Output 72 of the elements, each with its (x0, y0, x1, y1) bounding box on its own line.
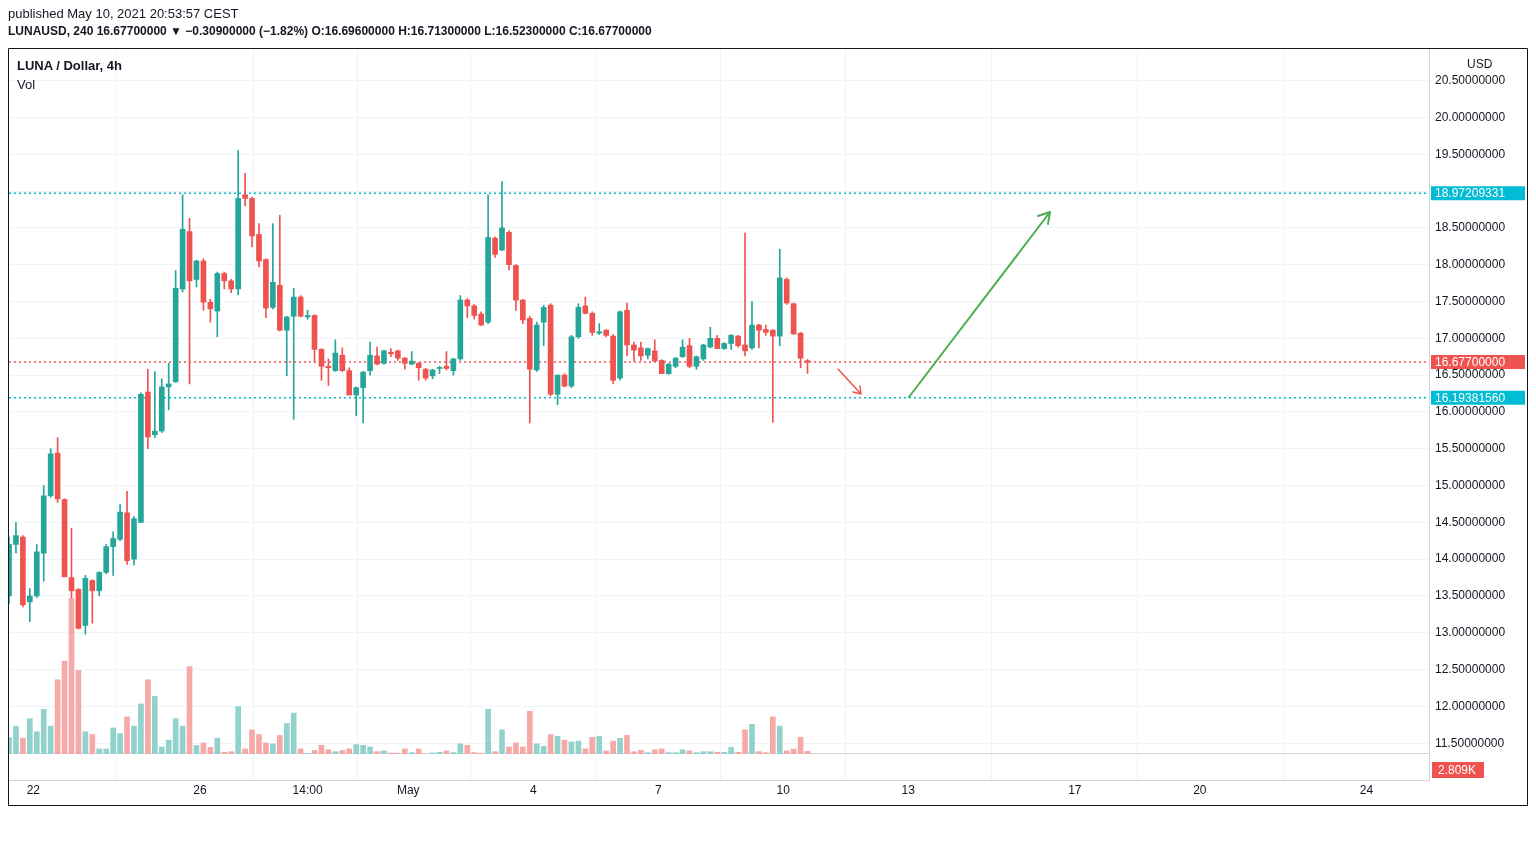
bar (193, 745, 200, 754)
ref-line-label: 18.97209331 (1435, 186, 1506, 201)
x-tick-label: 26 (193, 782, 207, 797)
bar (82, 731, 89, 754)
bar (13, 726, 19, 754)
bar (492, 751, 498, 754)
y-tick-label: 14.50000000 (1435, 514, 1506, 529)
candlestick (89, 579, 96, 624)
bar (617, 737, 623, 754)
y-tick-label: 16.00000000 (1435, 404, 1506, 419)
bar (485, 709, 491, 754)
x-tick-label: 4 (529, 782, 537, 797)
x-tick-label: 20 (1193, 782, 1207, 797)
bar (714, 751, 721, 754)
y-tick-label: 13.00000000 (1435, 625, 1506, 640)
x-tick-label: 24 (1359, 782, 1374, 797)
bar (332, 751, 339, 754)
x-tick-label: 13 (901, 782, 916, 797)
bar (89, 734, 96, 754)
bar (679, 749, 686, 754)
ref-line-label: 16.67700000 (1435, 355, 1506, 370)
y-tick-label: 18.50000000 (1435, 220, 1506, 235)
candlestick (151, 371, 158, 439)
chart-subtitle: LUNAUSD, 240 16.67700000 ▼ −0.30900000 (−1.82%) O:16.69600000 H:16.71300000 L:16.52300000 C:16.67700000 (8, 24, 652, 38)
y-tick-label: 11.50000000 (1435, 735, 1505, 750)
bar (749, 724, 755, 754)
x-tick-label: May (396, 782, 420, 797)
bar (374, 751, 380, 754)
bar (499, 729, 505, 754)
y-tick-label: 18.00000000 (1435, 257, 1506, 272)
x-tick-label: 7 (654, 782, 662, 797)
text: published May 10, 2021 20:53:57 CEST (8, 6, 239, 21)
bar (381, 750, 387, 754)
bar (20, 737, 26, 754)
y-axis-title: USD (1467, 57, 1493, 71)
text: 2.809K (1432, 762, 1485, 778)
bar (207, 747, 214, 754)
x-tick-label: 17 (1068, 782, 1082, 797)
y-tick-label: 16.50000000 (1435, 367, 1506, 382)
text: LUNA / Dollar, 4h (17, 58, 122, 73)
candlestick (408, 351, 415, 366)
bar (311, 750, 318, 754)
bar (596, 736, 603, 754)
candlestick (283, 315, 290, 377)
candlestick (290, 287, 297, 420)
y-tick-label: 19.50000000 (1435, 146, 1506, 161)
bar (276, 735, 283, 754)
bar (235, 706, 241, 754)
y-tick-label: 20.50000000 (1435, 72, 1506, 87)
y-tick-label: 13.50000000 (1435, 588, 1506, 603)
bar (145, 679, 151, 754)
bar (776, 725, 783, 754)
candlestick (165, 363, 172, 411)
annotation: Vol (17, 77, 36, 92)
y-tick-label: 12.00000000 (1435, 698, 1506, 713)
y-tick-label: 15.00000000 (1435, 477, 1506, 492)
y-tick-label: 14.00000000 (1435, 551, 1506, 566)
ref-line-label: 16.19381560 (1435, 390, 1506, 405)
bar (325, 749, 332, 754)
y-tick-label: 17.50000000 (1435, 293, 1506, 308)
candlestick (596, 323, 603, 335)
bar (214, 737, 221, 754)
candlestick (27, 588, 33, 623)
x-tick-label: 10 (776, 782, 791, 797)
bar (270, 743, 276, 754)
y-tick-label: 15.50000000 (1435, 441, 1506, 456)
bar (124, 716, 130, 754)
x-tick-label: 14:00 (292, 782, 323, 797)
y-tick-label: 12.50000000 (1435, 661, 1506, 676)
y-tick-label: 17.00000000 (1435, 330, 1506, 345)
x-tick-label: 22 (26, 782, 41, 797)
y-tick-label: 20.00000000 (1435, 109, 1506, 124)
